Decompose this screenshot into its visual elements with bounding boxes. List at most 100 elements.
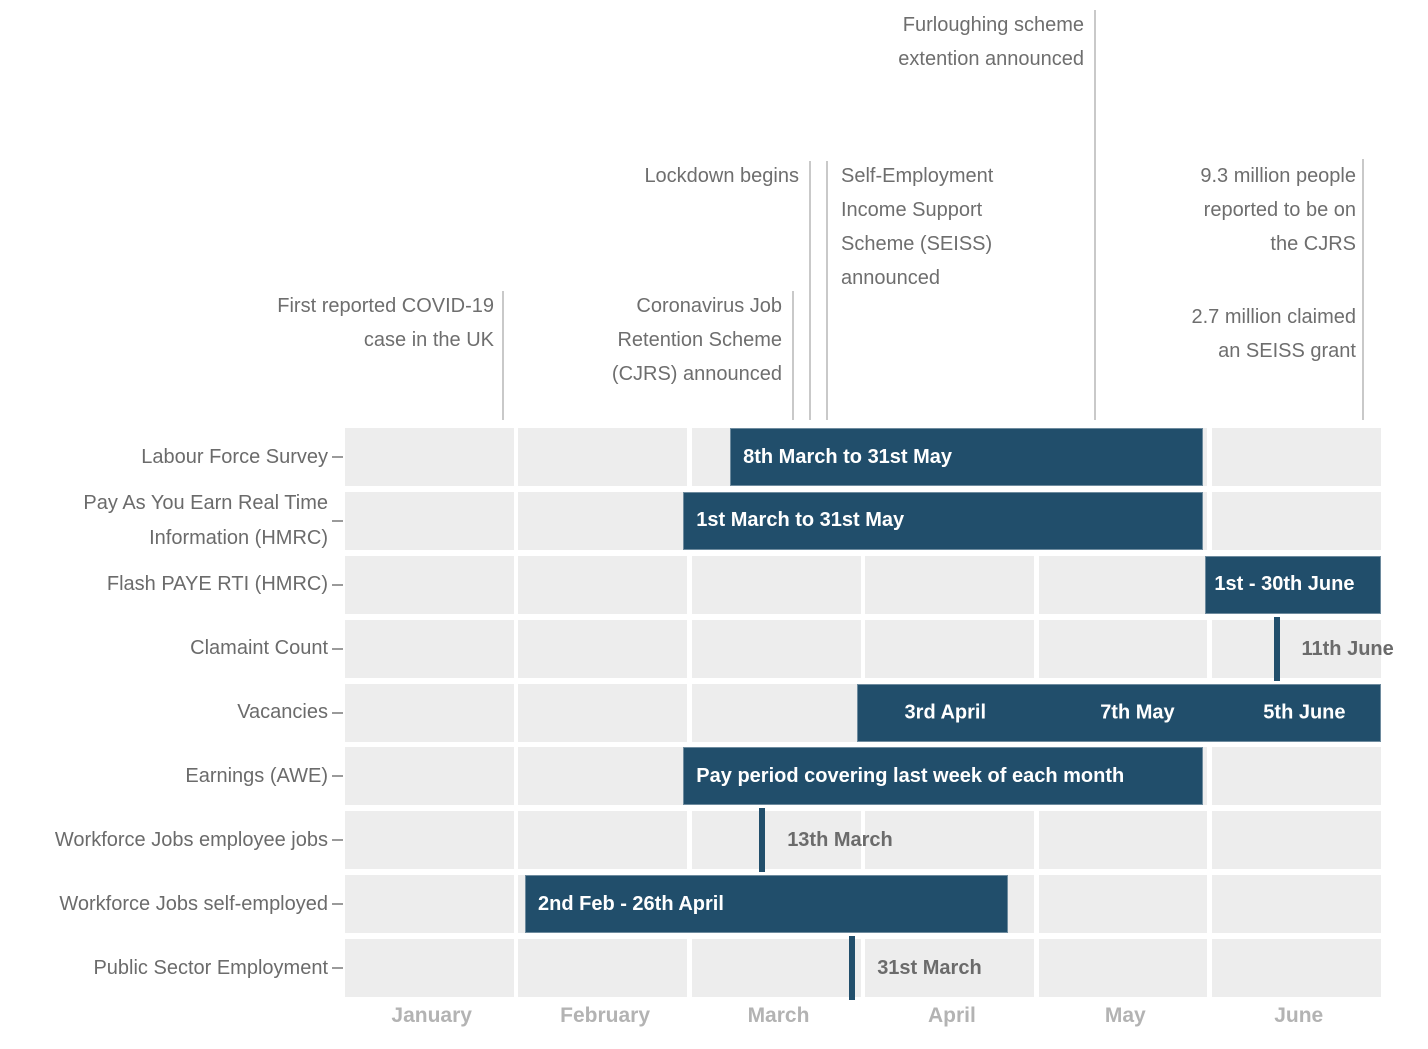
grid-cell <box>1038 619 1208 678</box>
gantt-bar: Pay period covering last week of each mo… <box>683 747 1204 806</box>
grid-cell <box>1212 939 1381 997</box>
event-marker-label: 11th June <box>1301 637 1394 660</box>
gantt-bar-label: 1st March to 31st May <box>696 509 905 532</box>
annotation-line-text: Lockdown begins <box>644 165 799 187</box>
grid-cell <box>1212 875 1381 934</box>
annotation-line-text: Income Support <box>841 199 983 221</box>
annotation-line-text: Furloughing scheme <box>902 14 1084 36</box>
grid-cell <box>518 811 688 870</box>
event-marker-label: 31st March <box>877 957 982 979</box>
grid-cell <box>865 811 1034 870</box>
annotation-line-text: Self-Employment <box>841 165 994 187</box>
covid-case-line <box>502 291 504 420</box>
row-label-line: Clamaint Count <box>190 637 328 660</box>
grid-cell <box>345 619 514 678</box>
row-label-line: Pay As You Earn Real Time <box>83 491 328 514</box>
grid-cell <box>345 875 514 934</box>
annotation-line-text: reported to be on <box>1203 199 1356 221</box>
month-axis-label: April <box>927 1004 976 1027</box>
row-label-line: Public Sector Employment <box>93 956 328 979</box>
grid-cell <box>691 683 861 742</box>
gantt-bar: 1st - 30th June <box>1205 555 1382 614</box>
gantt-bar: 3rd April 7th May 5th June <box>857 683 1382 742</box>
grid-cell <box>865 939 1034 997</box>
grid-cell <box>345 939 514 997</box>
row-axis-tick <box>332 903 343 906</box>
annotation-line-text: the CJRS <box>1270 233 1356 255</box>
month-axis-label: February <box>560 1004 651 1027</box>
month-axis-label: June <box>1274 1004 1324 1027</box>
gantt-bar-label: 8th March to 31st May <box>743 445 953 468</box>
row-label: Earnings (AWE) <box>0 747 328 805</box>
row-label-line: Information (HMRC) <box>149 526 328 549</box>
grid-cell <box>345 491 514 550</box>
row-axis-tick <box>332 967 343 969</box>
row-label: Vacancies <box>0 684 328 742</box>
grid-cell <box>518 555 688 614</box>
month-axis-label: May <box>1104 1004 1146 1027</box>
covid-case-note: First reported COVID-19 case in the UK <box>277 289 494 357</box>
annotation-line-text: 2.7 million claimed <box>1191 306 1356 328</box>
grid-cell <box>1038 939 1208 997</box>
month-axis-label: January <box>391 1004 472 1027</box>
row-label: Workforce Jobs self-employed <box>0 875 328 933</box>
grid-cell <box>1212 619 1381 678</box>
lockdown-line <box>809 161 811 420</box>
event-marker-label: 13th March <box>787 829 893 852</box>
grid-cell <box>691 939 861 997</box>
month-axis-label: March <box>747 1004 810 1027</box>
annotation-line-text: Retention Scheme <box>617 329 782 351</box>
row-label: Pay As You Earn Real Time Information (HM… <box>0 492 328 550</box>
row-axis-tick <box>332 456 343 458</box>
row-axis-tick <box>332 839 343 842</box>
row-axis-tick <box>332 519 343 522</box>
grid-cell <box>518 939 688 997</box>
cjrs-count-line <box>1362 159 1364 420</box>
cjrs-announced-line <box>792 291 794 420</box>
row-label-line: Labour Force Survey <box>141 445 328 468</box>
grid-cell <box>1038 811 1208 870</box>
grid-cell <box>691 811 861 870</box>
annotation-line-text: extention announced <box>898 48 1084 70</box>
gantt-bar: 1st March to 31st May <box>683 491 1204 550</box>
grid-cell <box>345 683 514 742</box>
grid-cell <box>518 491 688 550</box>
grid-cell <box>518 747 688 806</box>
annotation-line-text: case in the UK <box>363 329 494 351</box>
seiss-27m-note: 2.7 million claimed an SEISS grant <box>1191 300 1356 368</box>
gantt-bar-label: 5th June <box>1263 701 1346 723</box>
gantt-bar: 2nd Feb - 26th April <box>524 875 1009 934</box>
gantt-bar-label: 2nd Feb - 26th April <box>537 892 724 915</box>
grid-cell <box>345 555 514 614</box>
grid-cell <box>1212 428 1381 486</box>
row-label-line: Flash PAYE RTI (HMRC) <box>106 573 328 596</box>
row-label-line: Workforce Jobs self-employed <box>59 892 328 915</box>
gantt-bar-label: 1st - 30th June <box>1214 573 1355 596</box>
annotation-line-text: announced <box>841 267 940 289</box>
event-marker <box>759 808 766 873</box>
grid-cell <box>1038 875 1208 934</box>
lockdown-note: Lockdown begins <box>644 159 799 193</box>
gantt-bar: 8th March to 31st May <box>730 428 1204 486</box>
grid-cell <box>1212 747 1381 806</box>
event-marker <box>1273 616 1280 681</box>
row-label: Labour Force Survey <box>0 428 328 486</box>
row-label: Workforce Jobs employee jobs <box>0 811 328 869</box>
row-axis-tick <box>332 647 343 650</box>
event-marker <box>849 936 856 1000</box>
row-label-line: Workforce Jobs employee jobs <box>54 828 328 851</box>
furlough-extension-note: Furloughing scheme extention announced <box>898 8 1084 76</box>
grid-cell <box>518 619 688 678</box>
annotation-line-text: Scheme (SEISS) <box>841 233 993 255</box>
annotation-line-text: 9.3 million people <box>1200 165 1356 187</box>
seiss-announced-note: Self-Employment Income Support Scheme (SEI… <box>841 159 993 295</box>
grid-cell <box>345 428 514 486</box>
grid-cell <box>518 683 688 742</box>
cjrs-announced-note: Coronavirus Job Retention Scheme (CJRS) an… <box>612 289 782 391</box>
cjrs-93m-note: 9.3 million people reported to be on the C… <box>1200 159 1356 261</box>
row-label: Public Sector Employment <box>0 939 328 997</box>
row-label: Clamaint Count <box>0 620 328 678</box>
grid-cell <box>1212 811 1381 870</box>
gantt-bar-label: 3rd April <box>904 701 987 723</box>
